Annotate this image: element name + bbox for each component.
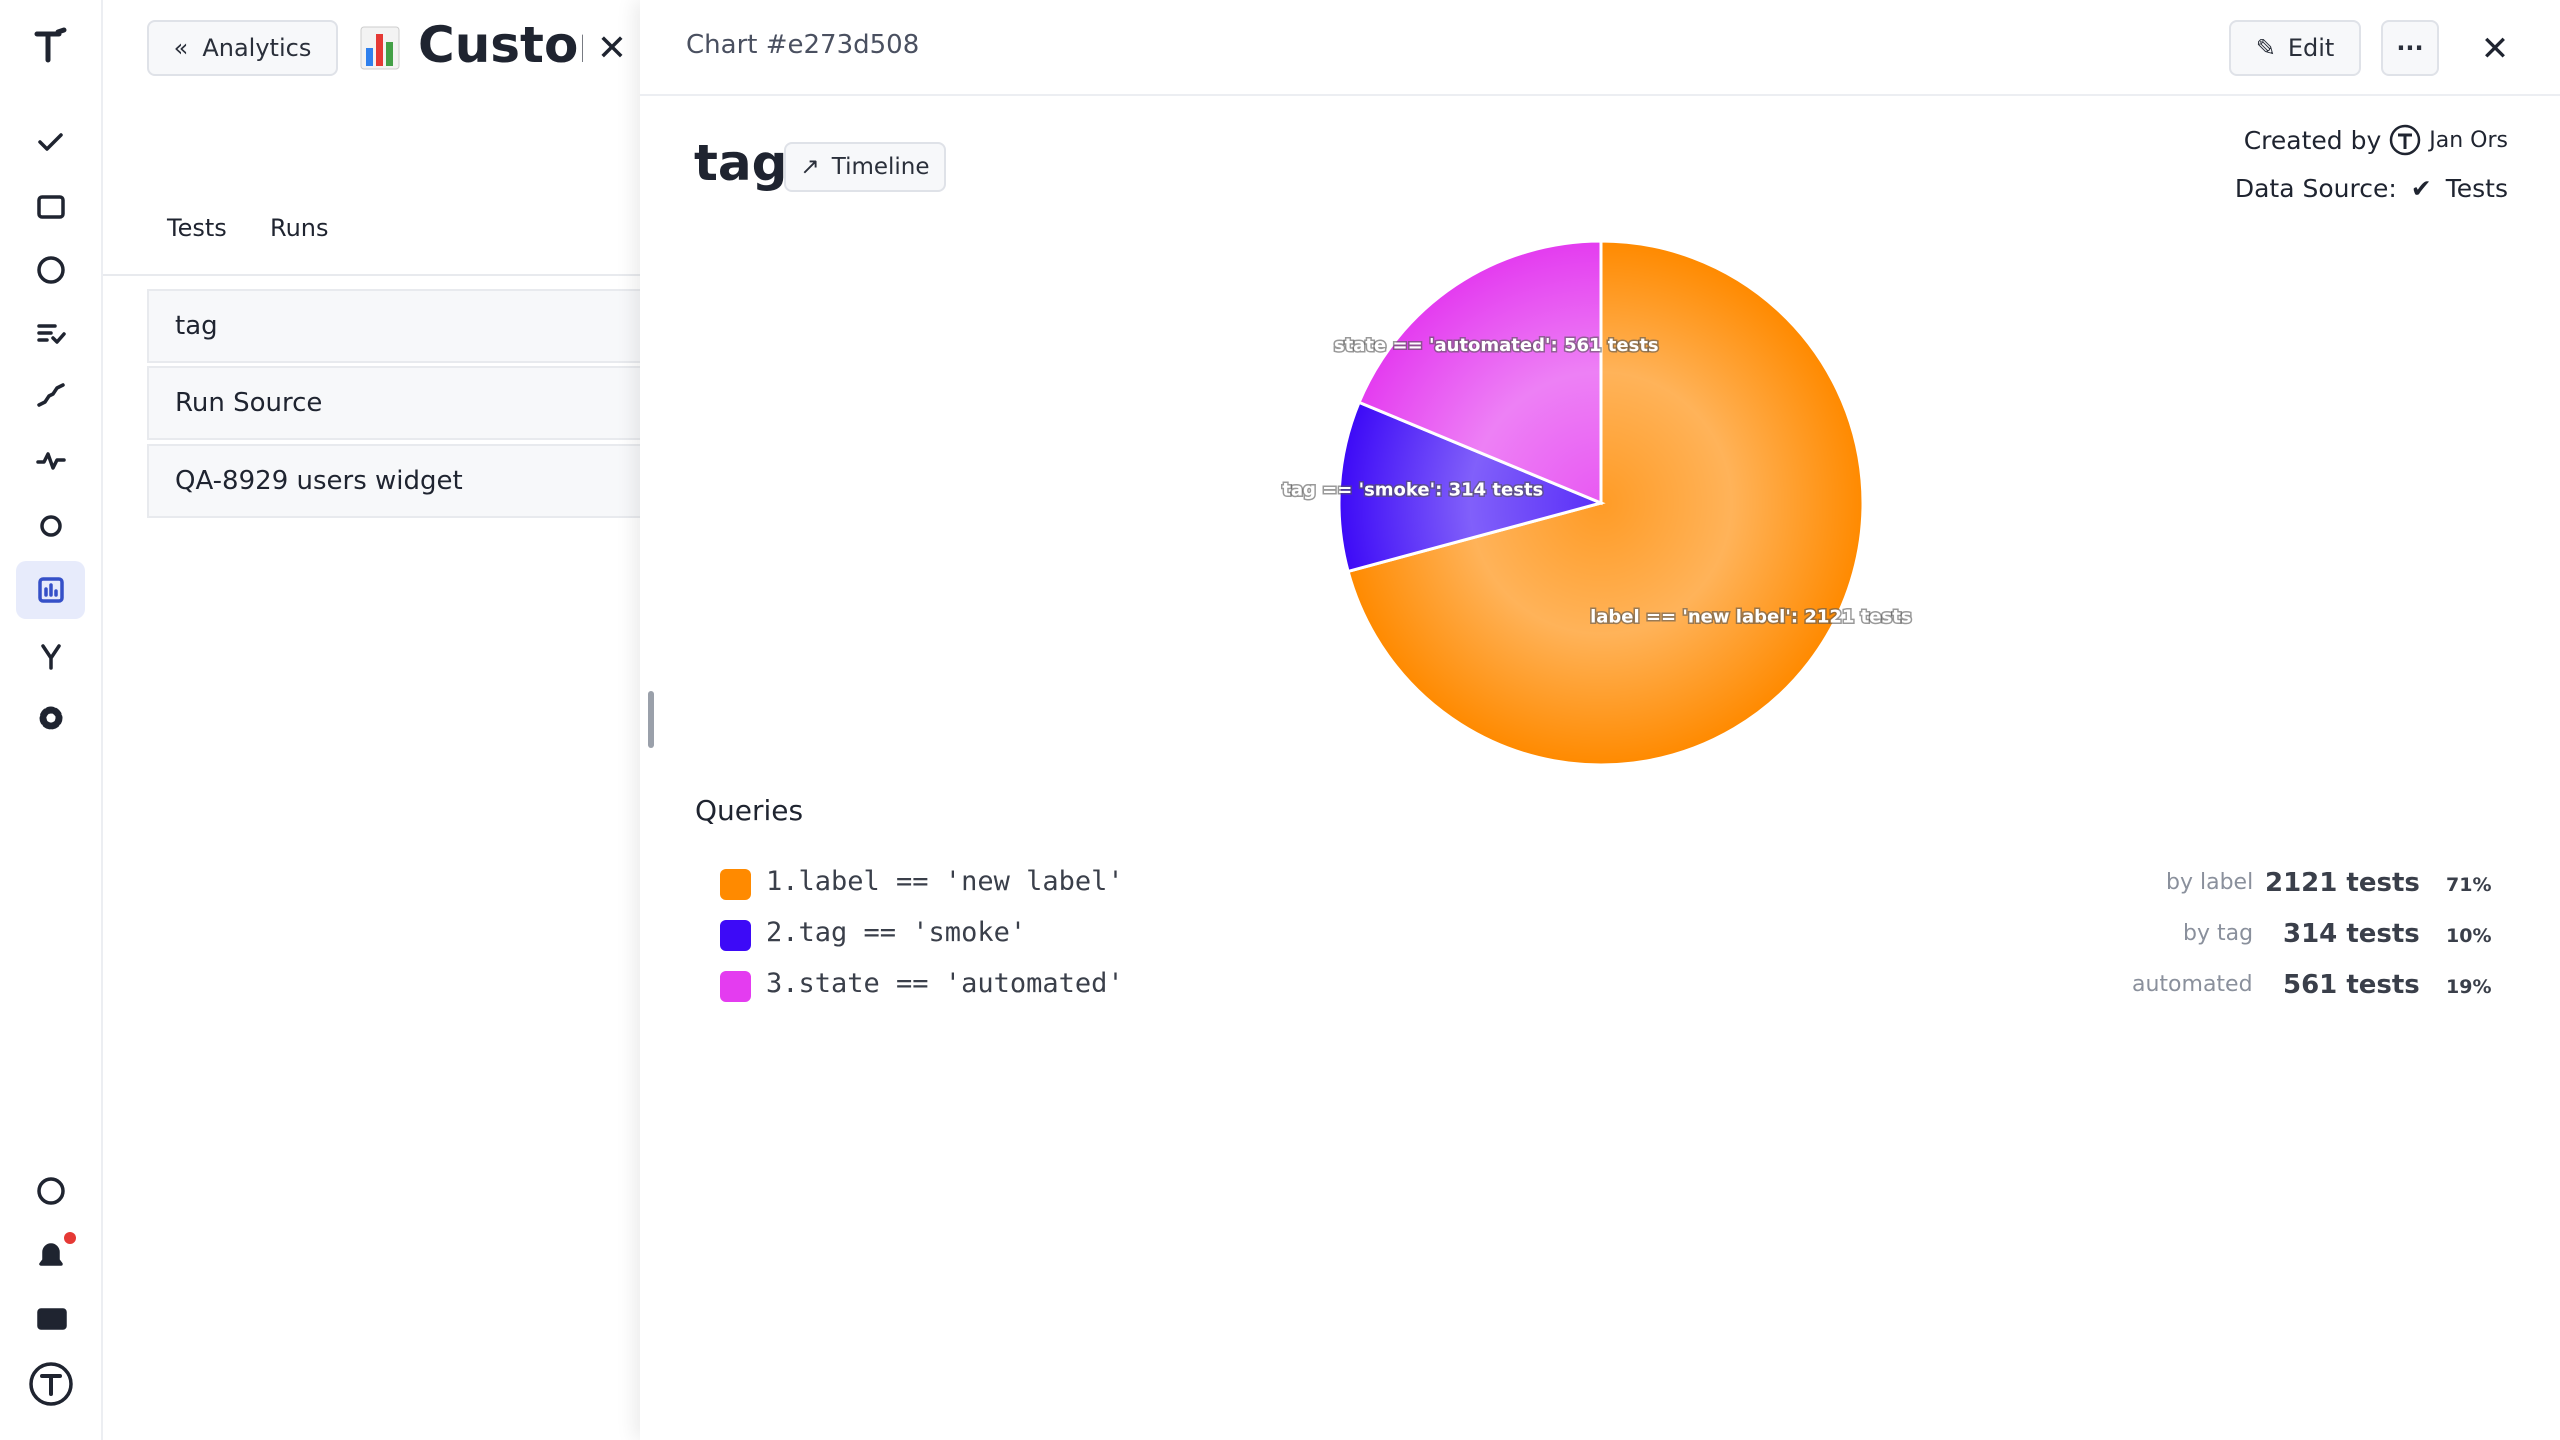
created-by-label: Created by <box>2243 125 2382 155</box>
query-count: 314 tests <box>2283 919 2420 949</box>
back-button-label: Analytics <box>202 34 312 62</box>
query-count: 561 tests <box>2283 970 2420 1000</box>
nav-icon[interactable] <box>37 256 65 284</box>
query-share: 10% <box>2446 925 2492 947</box>
logo[interactable] <box>34 27 67 63</box>
nav-icon[interactable] <box>41 644 61 670</box>
folder-icon[interactable] <box>37 1308 67 1330</box>
nav-icon[interactable] <box>39 706 63 730</box>
avatar <box>40 1374 62 1396</box>
query-swatch <box>720 869 751 900</box>
sidebar-icons <box>16 27 85 1406</box>
nav-icon[interactable] <box>44 583 58 597</box>
data-source-value: Tests <box>2445 174 2508 203</box>
query-text: 1.label == 'new label' <box>766 866 1124 897</box>
left-panel: «Analytics Custom ✕ Tests Runs tag Run S… <box>103 0 647 1440</box>
help-icon[interactable] <box>37 1177 65 1205</box>
resize-handle[interactable] <box>648 691 654 748</box>
query-group: by label <box>2166 870 2254 895</box>
edit-label: Edit <box>2287 34 2335 62</box>
chart-emoji <box>360 26 400 70</box>
query-group: by tag <box>2183 921 2254 946</box>
data-source-label: Data Source: <box>2234 174 2397 203</box>
tab[interactable]: Tests <box>167 214 227 242</box>
chart-id: Chart #e273d508 <box>686 30 920 60</box>
author-avatar <box>2390 124 2421 156</box>
nav-icon[interactable] <box>36 452 66 470</box>
query-share: 19% <box>2446 976 2492 998</box>
slice-label: state == 'automated': 561 tests <box>1334 335 1659 356</box>
list-item[interactable]: tag <box>147 289 647 363</box>
nav-icon[interactable] <box>40 515 62 537</box>
query-group: automated <box>2132 972 2253 997</box>
nav-icon[interactable] <box>37 383 65 407</box>
nav-icon[interactable] <box>38 133 63 151</box>
query-text: 2.tag == 'smoke' <box>766 917 1027 948</box>
slice-label: tag == 'smoke': 314 tests <box>1282 480 1543 501</box>
nav-icon[interactable] <box>37 324 66 344</box>
list-item[interactable]: Run Source <box>147 366 647 440</box>
notification-dot <box>64 1232 76 1244</box>
edit-button[interactable]: ✎ Edit <box>2229 20 2361 76</box>
more-button[interactable]: ··· <box>2381 20 2439 76</box>
timeline-label: Timeline <box>831 154 930 180</box>
sidebar <box>0 0 103 1440</box>
close-button[interactable]: ✕ <box>2480 29 2510 69</box>
nav-icon[interactable] <box>38 577 64 603</box>
pie-chart: label == 'new label': 2121 tests tag == '… <box>1281 239 1913 767</box>
nav-icon[interactable] <box>37 195 65 219</box>
header-divider <box>640 94 2560 96</box>
tabs-divider <box>103 274 640 276</box>
query-text: 3.state == 'automated' <box>766 968 1124 999</box>
list-item[interactable]: QA-8929 users widget <box>147 444 647 518</box>
chart-title: tag <box>694 134 788 192</box>
query-share: 71% <box>2446 874 2492 896</box>
avatar[interactable] <box>29 1362 73 1406</box>
back-button[interactable]: «Analytics <box>147 20 338 76</box>
data-source: Data Source: ✔ Tests <box>2234 174 2508 203</box>
slice-label: label == 'new label': 2121 tests <box>1590 607 1911 628</box>
query-count: 2121 tests <box>2265 868 2420 898</box>
queries-title: Queries <box>695 794 804 827</box>
tab[interactable]: Runs <box>270 214 329 242</box>
chart-drawer: Chart #e273d508 ✎ Edit ··· ✕ tag ↗ Timelin… <box>640 0 2560 1440</box>
query-swatch <box>720 920 751 951</box>
author: Jan Ors <box>2429 127 2508 153</box>
timeline-button[interactable]: ↗ Timeline <box>784 142 946 192</box>
page-title: Custom <box>418 16 583 74</box>
created-by: Created by Jan Ors <box>2244 124 2508 156</box>
query-swatch <box>720 971 751 1002</box>
bell-icon[interactable] <box>39 1243 63 1266</box>
close-tab[interactable]: ✕ <box>583 18 641 78</box>
